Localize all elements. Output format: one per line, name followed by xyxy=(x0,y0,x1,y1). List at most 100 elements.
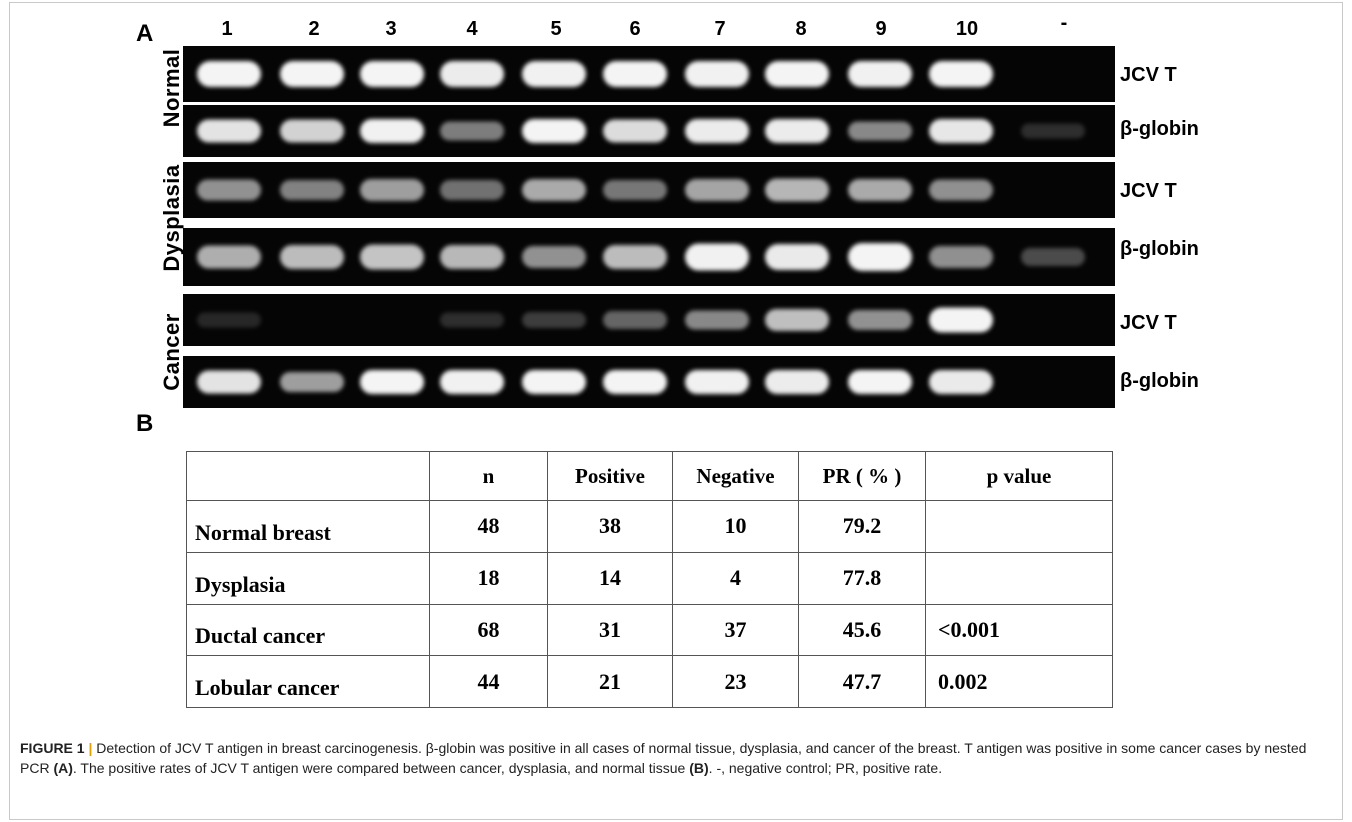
gel-band-lane-8 xyxy=(765,309,829,331)
gel-band-lane-1 xyxy=(197,61,261,87)
gel-band-lane-3 xyxy=(360,179,424,201)
gel-strip-cancer-beta-globin xyxy=(183,356,1115,408)
group-label-cancer: Cancer xyxy=(159,313,184,391)
cell-positive: 21 xyxy=(547,655,673,708)
gel-strip-normal-jcv-t xyxy=(183,46,1115,102)
gel-band-lane-3 xyxy=(360,244,424,270)
gel-label-dysplasia-beta-globin: β-globin xyxy=(1120,238,1199,260)
caption-separator: | xyxy=(88,740,93,756)
header-cell-negative: Negative xyxy=(672,451,799,501)
cell-n: 18 xyxy=(429,551,548,605)
caption-ref-a: (A) xyxy=(53,760,73,776)
gel-band-lane-9 xyxy=(848,243,912,271)
gel-band-lane-9 xyxy=(848,310,912,330)
gel-band-lane-2 xyxy=(280,119,344,143)
gel-band-lane-4 xyxy=(440,312,504,328)
lane-label-6: 6 xyxy=(629,18,641,40)
table-row: Dysplasia 18 14 4 77.8 xyxy=(186,551,1113,605)
cell-n: 44 xyxy=(429,655,548,708)
gel-strip-normal-beta-globin xyxy=(183,105,1115,157)
gel-band-lane-10 xyxy=(929,246,993,268)
caption-text-3: . -, negative control; PR, positive rate… xyxy=(708,760,943,776)
caption-text-2: . The positive rates of JCV T antigen we… xyxy=(72,760,690,776)
header-cell-pr: PR ( % ) xyxy=(798,451,926,501)
lane-label-7: 7 xyxy=(714,18,726,40)
caption-ref-b: (B) xyxy=(689,760,709,776)
cell-p-value: 0.002 xyxy=(925,655,1113,708)
gel-band-lane-8 xyxy=(765,119,829,143)
lane-label-3: 3 xyxy=(385,18,397,40)
gel-band-lane-9 xyxy=(848,121,912,141)
panel-b-letter: B xyxy=(136,410,154,437)
gel-band-lane-6 xyxy=(603,245,667,269)
gel-band-lane-5 xyxy=(522,370,586,394)
gel-band-lane-7 xyxy=(685,61,749,87)
cell-positive: 31 xyxy=(547,603,673,657)
lane-label-9: 9 xyxy=(875,18,887,40)
caption-figure-label: FIGURE 1 xyxy=(20,740,85,756)
gel-band-lane-10 xyxy=(929,370,993,394)
header-cell-blank xyxy=(186,451,430,501)
gel-band-lane-4 xyxy=(440,121,504,141)
gel-band-lane-2 xyxy=(280,372,344,392)
cell-pr: 47.7 xyxy=(798,655,926,708)
gel-strip-cancer-jcv-t xyxy=(183,294,1115,346)
cell-positive: 38 xyxy=(547,500,673,553)
gel-band-lane-8 xyxy=(765,61,829,87)
gel-band-lane-3 xyxy=(360,119,424,143)
figure-caption: FIGURE 1 | Detection of JCV T antigen in… xyxy=(20,738,1332,778)
gel-band-lane-6 xyxy=(603,61,667,87)
cell-negative: 37 xyxy=(672,603,799,657)
gel-band-lane-6 xyxy=(603,119,667,143)
gel-band-lane-10 xyxy=(929,61,993,87)
figure-frame xyxy=(9,2,1343,820)
gel-band-lane-1 xyxy=(197,179,261,201)
gel-band-lane-10 xyxy=(929,307,993,333)
cell-n: 68 xyxy=(429,603,548,657)
cell-p-value: <0.001 xyxy=(925,603,1113,657)
row-name: Dysplasia xyxy=(186,551,430,605)
gel-band-lane-8 xyxy=(765,370,829,394)
gel-band-lane-9 xyxy=(848,370,912,394)
gel-label-dysplasia-jcv-t: JCV T xyxy=(1120,180,1177,202)
cell-negative: 10 xyxy=(672,500,799,553)
gel-band-lane-5 xyxy=(522,61,586,87)
cell-n: 48 xyxy=(429,500,548,553)
gel-band-lane-4 xyxy=(440,180,504,200)
gel-band-lane-5 xyxy=(522,246,586,268)
cell-pr: 77.8 xyxy=(798,551,926,605)
gel-band-lane-9 xyxy=(848,61,912,87)
row-name: Lobular cancer xyxy=(186,655,430,708)
gel-band-lane-6 xyxy=(603,311,667,329)
lane-label-2: 2 xyxy=(308,18,320,40)
lane-label-negative-control: - xyxy=(1060,12,1068,34)
gel-band-lane-7 xyxy=(685,370,749,394)
row-name: Normal breast xyxy=(186,500,430,553)
cell-pr: 79.2 xyxy=(798,500,926,553)
gel-band-lane-7 xyxy=(685,243,749,271)
gel-band-lane-10 xyxy=(929,179,993,201)
gel-strip-dysplasia-beta-globin xyxy=(183,228,1115,286)
gel-strip-dysplasia-jcv-t xyxy=(183,162,1115,218)
cell-negative: 23 xyxy=(672,655,799,708)
gel-band-lane-8 xyxy=(765,178,829,202)
gel-band-lane-3 xyxy=(360,370,424,394)
gel-label-cancer-jcv-t: JCV T xyxy=(1120,312,1177,334)
gel-band-lane-2 xyxy=(280,180,344,200)
lane-label-8: 8 xyxy=(795,18,807,40)
gel-band-lane-6 xyxy=(603,370,667,394)
gel-label-normal-jcv-t: JCV T xyxy=(1120,64,1177,86)
header-cell-p-value: p value xyxy=(925,451,1113,501)
gel-band-lane-11 xyxy=(1021,123,1085,139)
gel-band-lane-10 xyxy=(929,119,993,143)
gel-band-lane-3 xyxy=(360,61,424,87)
lane-label-1: 1 xyxy=(221,18,233,40)
panel-a-letter: A xyxy=(136,20,154,47)
gel-label-normal-beta-globin: β-globin xyxy=(1120,118,1199,140)
lane-label-10: 10 xyxy=(955,18,979,40)
lane-label-5: 5 xyxy=(550,18,562,40)
gel-band-lane-8 xyxy=(765,244,829,270)
table-row: Lobular cancer 44 21 23 47.7 0.002 xyxy=(186,655,1113,708)
gel-band-lane-5 xyxy=(522,119,586,143)
table-header-row: n Positive Negative PR ( % ) p value xyxy=(186,451,1113,501)
